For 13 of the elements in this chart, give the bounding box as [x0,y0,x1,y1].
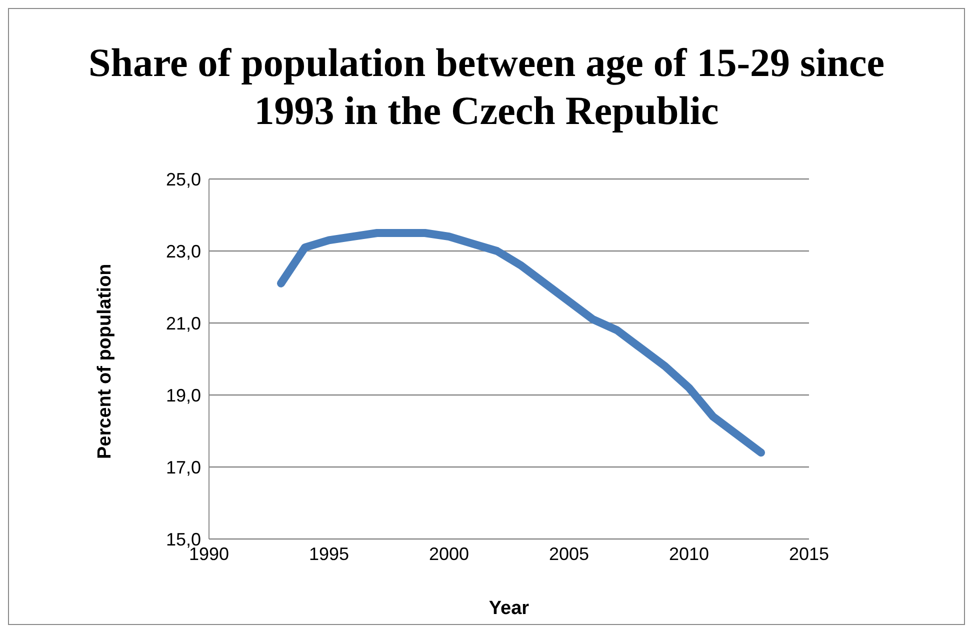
y-tick-label: 23,0 [166,241,201,262]
y-axis-title: Percent of population [94,264,116,459]
y-tick-label: 19,0 [166,385,201,406]
x-tick-label: 2015 [788,544,830,564]
y-tick-label: 17,0 [166,457,201,478]
y-tick-label: 21,0 [166,313,201,334]
x-tick-label: 2005 [548,544,590,564]
x-tick-label: 1995 [308,544,350,564]
x-axis-title: Year [488,598,530,619]
x-tick-label: 2000 [428,544,470,564]
chart-title: Share of population between age of 15-29 since 1993 in the Czech Republic [88,39,886,135]
x-tick-label: 2010 [668,544,710,564]
y-tick-label: 25,0 [166,169,201,190]
